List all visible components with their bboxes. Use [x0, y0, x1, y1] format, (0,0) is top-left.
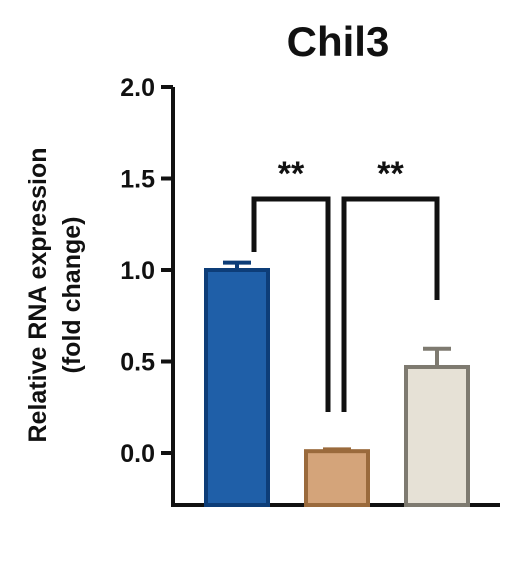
y-tick-label: 0.0: [120, 440, 155, 468]
y-tick-label: 1.5: [120, 166, 155, 194]
y-tick-label: 0.5: [120, 349, 155, 377]
significance-label: **: [377, 155, 404, 193]
bar: [204, 268, 270, 507]
y-axis-label-line2: (fold change): [58, 217, 86, 374]
significance-label: **: [278, 155, 305, 193]
significance-bracket: [341, 196, 440, 412]
significance-bracket: [251, 196, 331, 412]
chart-title: Chil3: [287, 18, 390, 65]
plot-area: 0.0 0.5 1.0 1.5 2.0 ** **: [120, 74, 500, 508]
bar: [304, 449, 370, 508]
y-tick-label: 2.0: [120, 74, 155, 102]
y-tick-label: 1.0: [120, 257, 155, 285]
bar: [404, 364, 470, 507]
y-axis-label: Relative RNA expression (fold change): [24, 147, 86, 442]
y-axis-label-line1: Relative RNA expression: [24, 147, 52, 442]
